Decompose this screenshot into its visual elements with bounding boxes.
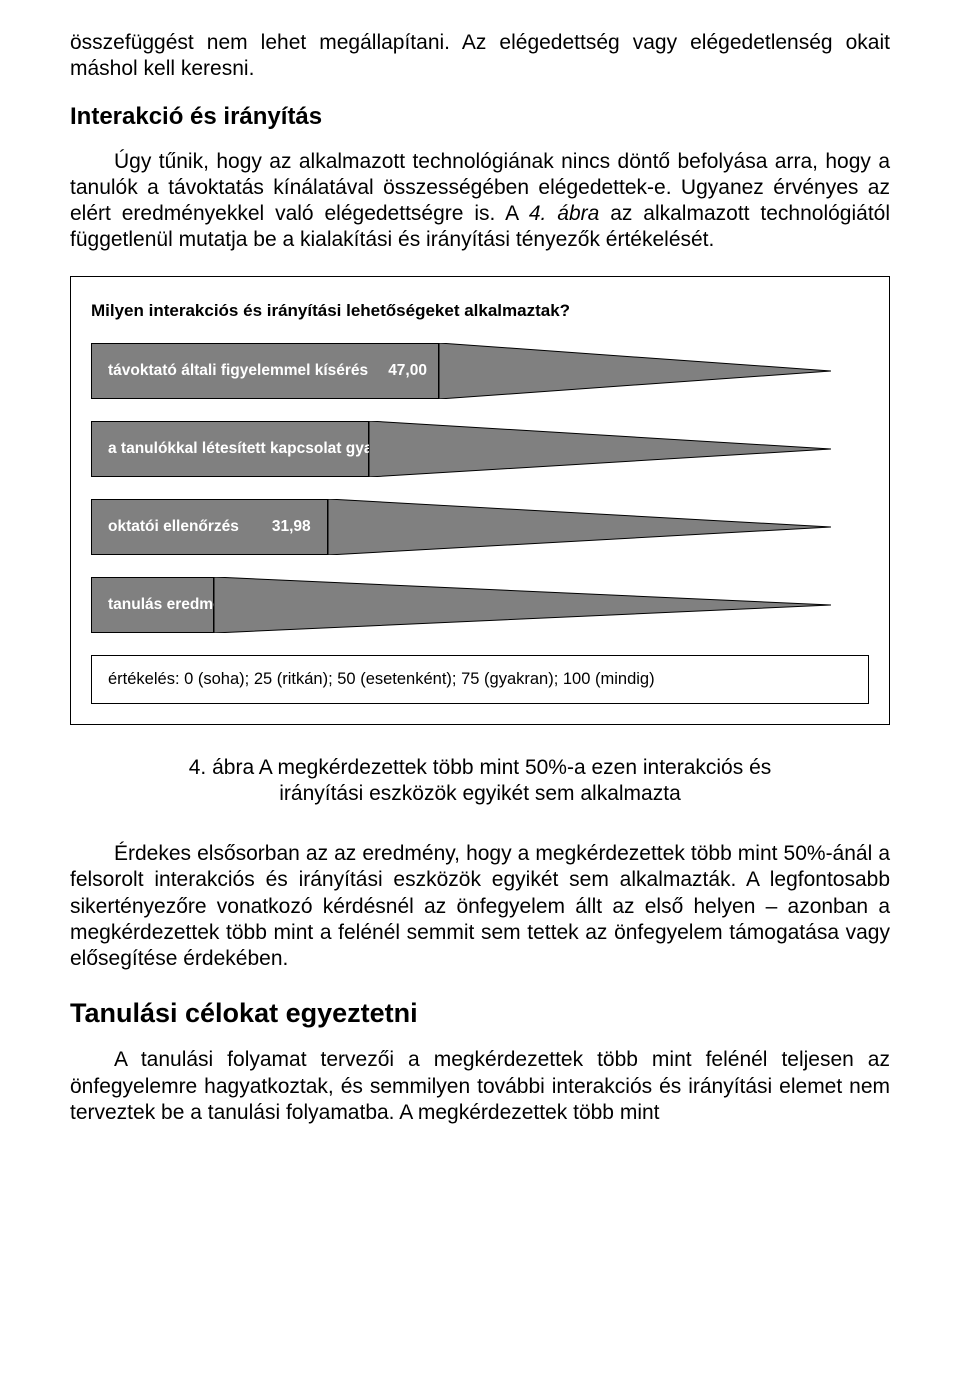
heading-interaction: Interakció és irányítás: [70, 103, 890, 131]
document-page: összefüggést nem lehet megállapítani. Az…: [0, 0, 960, 1184]
chart-bar-row: a tanulókkal létesített kapcsolat gyakor…: [91, 421, 869, 477]
chart-bar-value: 47,00: [388, 362, 427, 380]
paragraph-2: Úgy tűnik, hogy az alkalmazott technológ…: [70, 149, 890, 254]
heading-learning-goals: Tanulási célokat egyeztetni: [70, 998, 890, 1029]
chart-bar-arrowhead: [439, 343, 831, 399]
chart-area: távoktató általi figyelemmel kísérés 47,0…: [91, 343, 869, 633]
chart-bar-arrowhead: [214, 577, 831, 633]
chart-bar-arrowhead: [328, 499, 831, 555]
chart-bar-label: oktatói ellenőrzés: [108, 518, 239, 536]
chart-bar: oktatói ellenőrzés 31,98: [91, 499, 328, 555]
chart-container: Milyen interakciós és irányítási lehetős…: [70, 276, 890, 725]
figure-caption: 4. ábra A megkérdezettek több mint 50%-a…: [160, 755, 800, 808]
chart-bar-row: távoktató általi figyelemmel kísérés 47,0…: [91, 343, 869, 399]
chart-bar-row: tanulás eredményének ellenőrzése16,62: [91, 577, 869, 633]
chart-title: Milyen interakciós és irányítási lehetős…: [91, 301, 869, 321]
chart-bar-label: távoktató általi figyelemmel kísérés: [108, 362, 368, 380]
chart-bar-arrowhead: [369, 421, 832, 477]
para2-italic: 4. ábra: [529, 202, 599, 225]
chart-bar: távoktató általi figyelemmel kísérés 47,0…: [91, 343, 439, 399]
chart-bar-row: oktatói ellenőrzés 31,98: [91, 499, 869, 555]
chart-bar: tanulás eredményének ellenőrzése16,62: [91, 577, 214, 633]
paragraph-3: Érdekes elsősorban az az eredmény, hogy …: [70, 841, 890, 972]
chart-legend: értékelés: 0 (soha); 25 (ritkán); 50 (es…: [91, 655, 869, 704]
chart-bar-value: 31,98: [272, 518, 311, 536]
paragraph-1: összefüggést nem lehet megállapítani. Az…: [70, 30, 890, 83]
paragraph-4: A tanulási folyamat tervezői a megkérdez…: [70, 1047, 890, 1126]
chart-bar: a tanulókkal létesített kapcsolat gyakor…: [91, 421, 369, 477]
